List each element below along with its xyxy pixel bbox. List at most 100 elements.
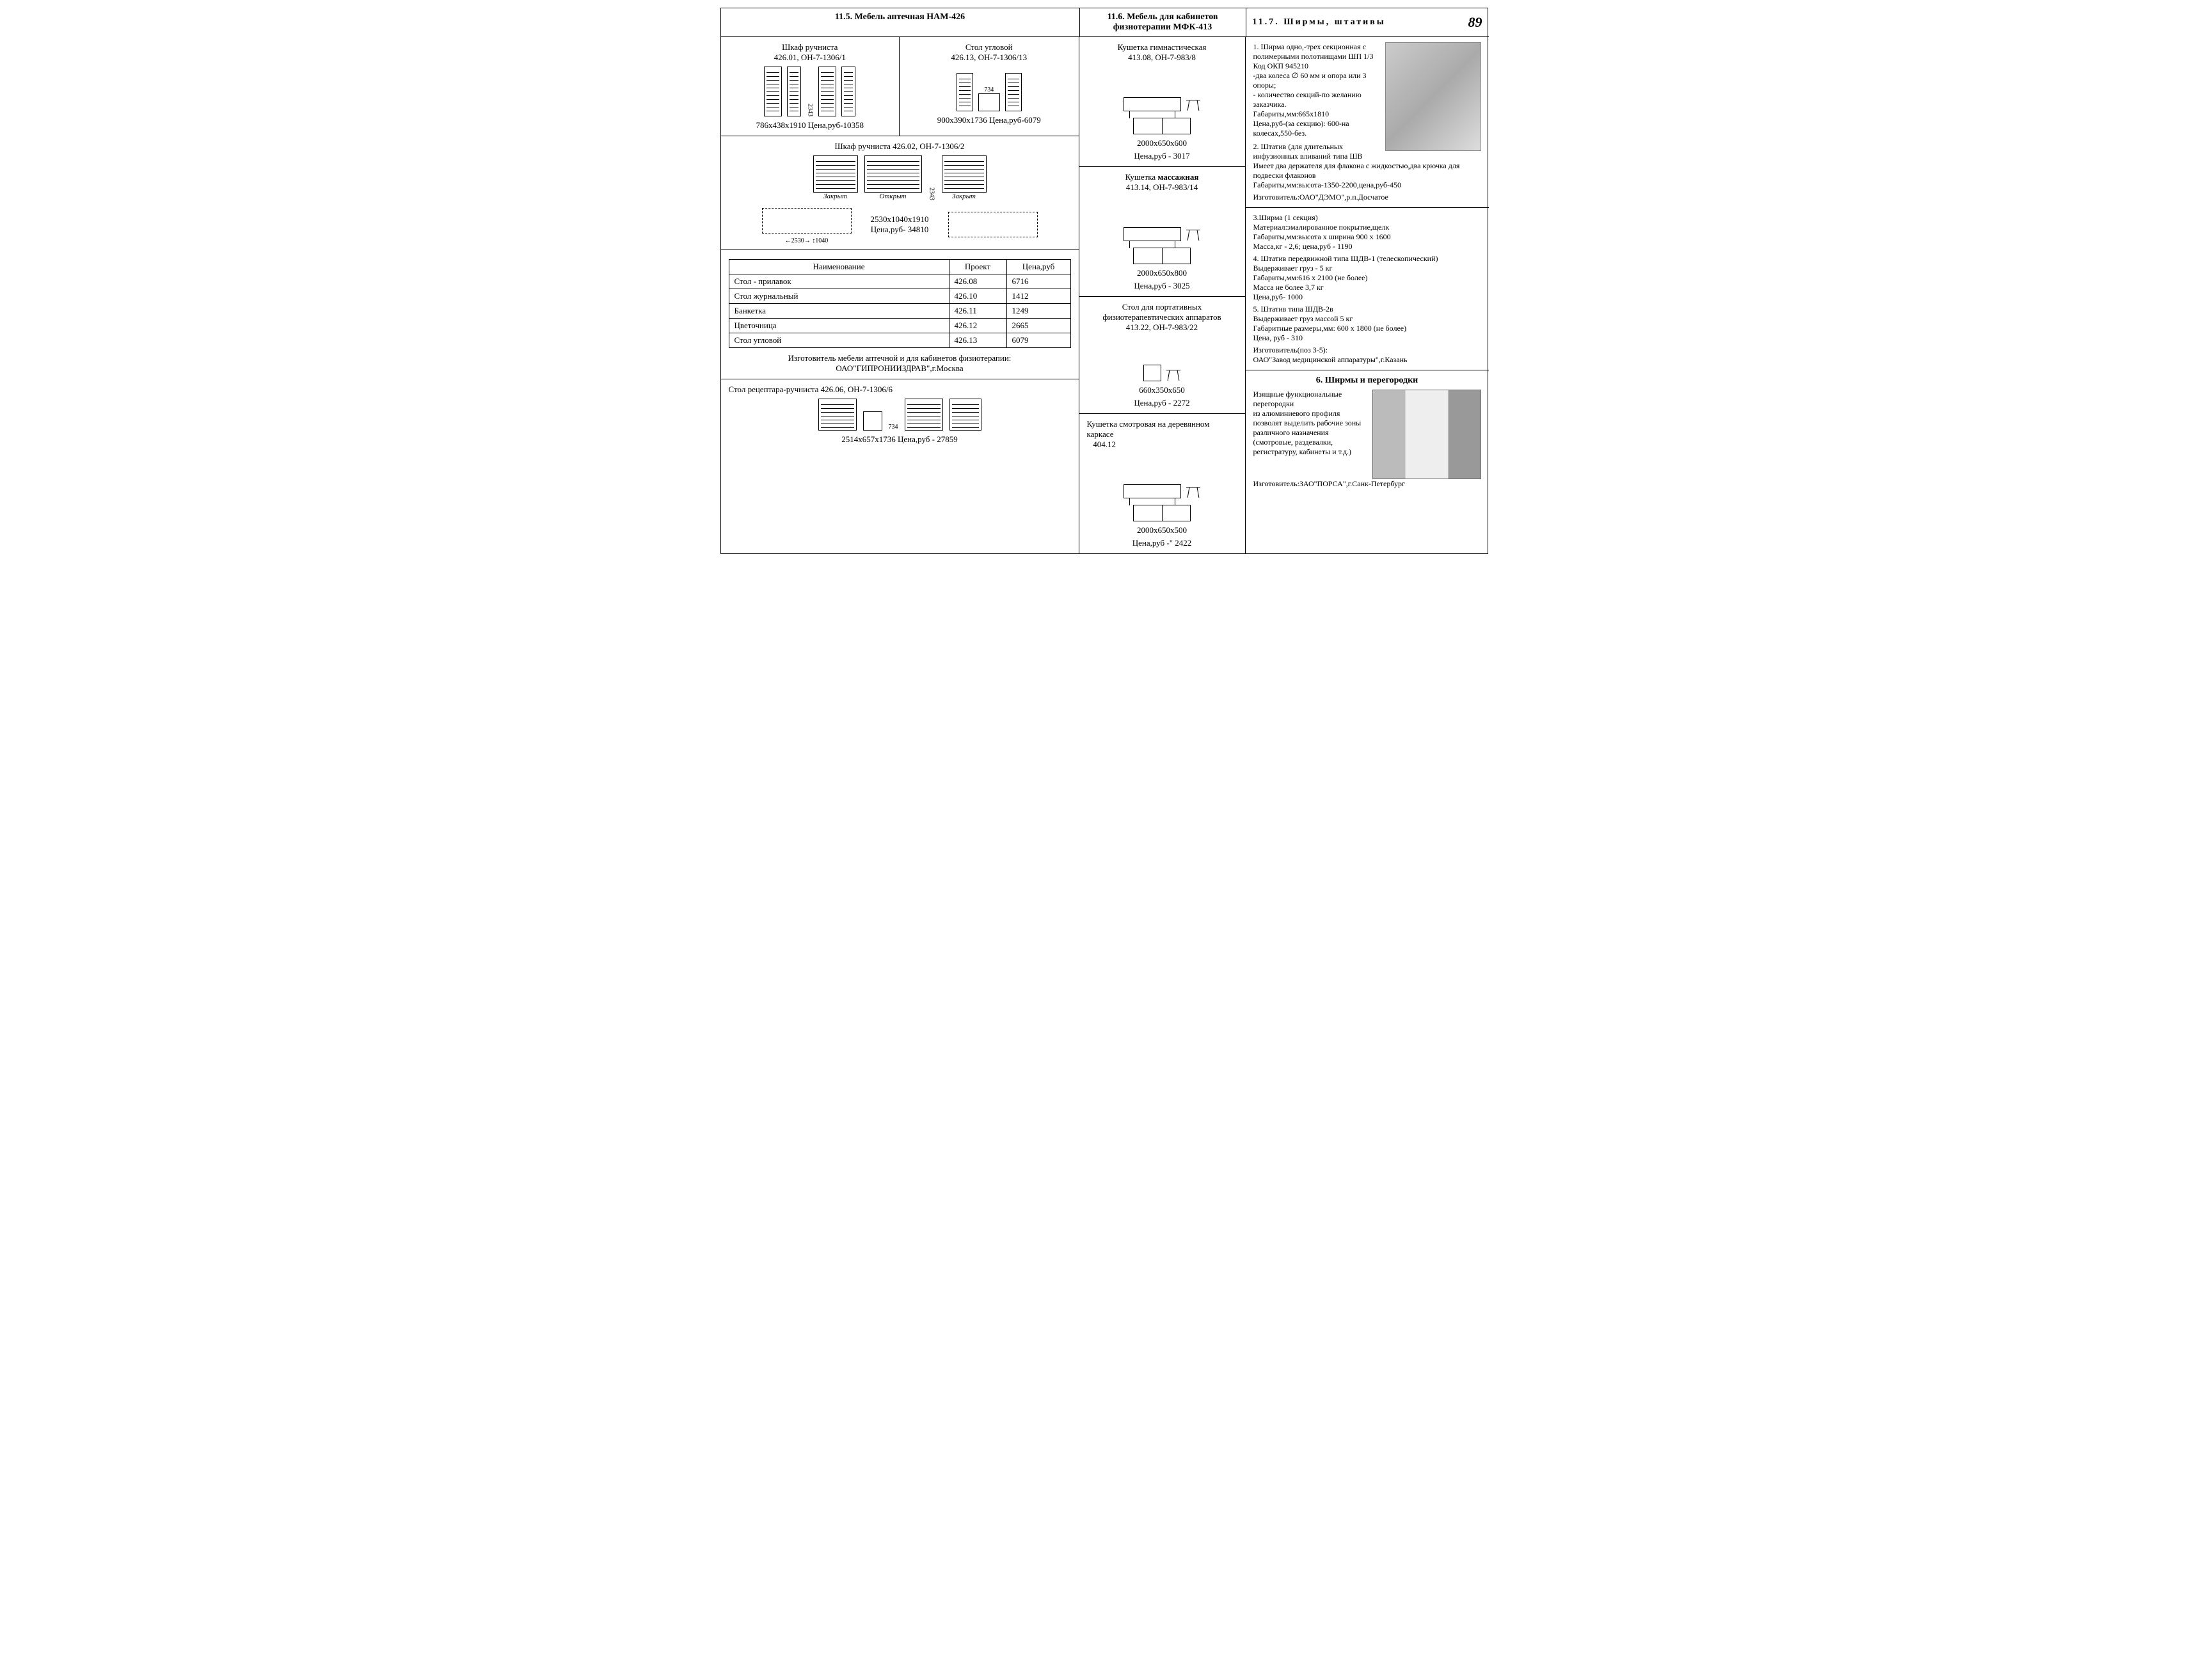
cabinet-icon bbox=[949, 399, 981, 431]
header-right-title: 11.7. Ширмы, штативы bbox=[1253, 17, 1386, 28]
price: Цена,руб - 2272 bbox=[1087, 398, 1237, 408]
label-open: Открыт bbox=[864, 193, 922, 200]
item-426-02: Шкаф ручниста 426.02, ОН-7-1306/2 Закрыт… bbox=[721, 136, 1079, 250]
dim-label: 2343 bbox=[806, 104, 813, 116]
price-table-block: Наименование Проект Цена,руб Стол - прил… bbox=[721, 250, 1079, 379]
plan-shape-icon bbox=[762, 208, 852, 234]
stool-icon bbox=[1186, 487, 1200, 498]
drawing-exam-couch bbox=[1087, 454, 1237, 498]
dims-price: 2514х657х1736 Цена,руб - 27859 bbox=[729, 434, 1071, 445]
cabinet-icon bbox=[818, 67, 836, 116]
couch-top-icon bbox=[1133, 118, 1191, 134]
item-426-01: Шкаф ручниста 426.01, ОН-7-1306/1 2343 7… bbox=[721, 37, 900, 136]
page-number: 89 bbox=[1456, 14, 1482, 31]
plan-shape-dashed-icon bbox=[948, 212, 1038, 237]
line: Габаритные размеры,мм: 600 х 1800 (не бо… bbox=[1253, 324, 1481, 333]
stool-icon bbox=[1166, 370, 1180, 381]
line: Имеет два держателя для флакона с жидкос… bbox=[1253, 161, 1481, 180]
item-6-title: 6. Ширмы и перегородки bbox=[1253, 376, 1481, 386]
item-426-13: Стол угловой 426.13, ОН-7-1306/13 734 90… bbox=[900, 37, 1079, 136]
price: Цена,руб -" 2422 bbox=[1087, 538, 1237, 548]
dims-price: 900х390х1736 Цена,руб-6079 bbox=[907, 115, 1071, 125]
line: Габариты,мм:высота-1350-2200,цена,руб-45… bbox=[1253, 180, 1481, 190]
table-front-icon bbox=[1143, 365, 1161, 381]
table-row: Стол угловой426.136079 bbox=[729, 333, 1070, 348]
cabinet-icon bbox=[818, 399, 857, 431]
item-413-14: Кушетка массажная 413.14, ОН-7-983/14 20… bbox=[1079, 167, 1245, 297]
label-closed: Закрыт bbox=[813, 193, 858, 200]
couch-side-icon bbox=[1124, 484, 1181, 498]
item-title: Стол рецептара-ручниста 426.06, ОН-7-130… bbox=[729, 384, 1071, 395]
couch-side-icon bbox=[1124, 97, 1181, 111]
block-3-4-5: 3.Ширма (1 секция) Материал:эмалированно… bbox=[1246, 208, 1489, 370]
dim-h: 1040 bbox=[815, 237, 828, 244]
line: Масса не более 3,7 кг bbox=[1253, 283, 1481, 292]
dims: 660х350х650 bbox=[1087, 385, 1237, 395]
drawing-wide-cabinets: Закрыт Открыт 2343 Закрыт bbox=[729, 155, 1071, 200]
drawing-couch bbox=[1087, 67, 1237, 111]
cabinet-closed-icon bbox=[813, 155, 858, 193]
item-5-title: 5. Штатив типа ШДВ-2в bbox=[1253, 305, 1481, 314]
maker: Изготовитель:ЗАО"ПОРСА",г.Санк-Петербург bbox=[1253, 479, 1481, 489]
table-icon bbox=[863, 411, 882, 431]
drawing-receptionist-table: 734 bbox=[729, 399, 1071, 431]
th-price: Цена,руб bbox=[1006, 260, 1070, 274]
line: Масса,кг - 2,6; цена,руб - 1190 bbox=[1253, 242, 1481, 251]
price-table: Наименование Проект Цена,руб Стол - прил… bbox=[729, 259, 1071, 348]
line: Выдерживает груз - 5 кг bbox=[1253, 264, 1481, 273]
table-row: Цветочница426.122665 bbox=[729, 319, 1070, 333]
item-title: Кушетка смотровая на деревянном каркасе … bbox=[1087, 419, 1237, 450]
dim-label: 2343 bbox=[928, 187, 935, 200]
block-screens-1-2: 1. Ширма одно,-трех секционная с полимер… bbox=[1246, 37, 1489, 208]
dims-price: 786х438х1910 Цена,руб-10358 bbox=[729, 120, 892, 131]
line: Цена, руб - 310 bbox=[1253, 333, 1481, 343]
cabinet-icon bbox=[787, 67, 801, 116]
item-title: Шкаф ручниста 426.02, ОН-7-1306/2 bbox=[729, 141, 1071, 152]
item-4-title: 4. Штатив передвижной типа ШДВ-1 (телеск… bbox=[1253, 254, 1481, 264]
drawing-corner-table: 734 bbox=[907, 67, 1071, 111]
column-mid: Кушетка гимнастическая 413.08, ОН-7-983/… bbox=[1079, 37, 1246, 553]
line: Габариты,мм:616 х 2100 (не более) bbox=[1253, 273, 1481, 283]
item-title: Кушетка гимнастическая 413.08, ОН-7-983/… bbox=[1087, 42, 1237, 63]
dims: 2000х650х800 bbox=[1087, 268, 1237, 278]
maker: Изготовитель:ОАО"ДЭМО",р.п.Досчатое bbox=[1253, 193, 1481, 202]
couch-top-icon bbox=[1133, 505, 1191, 521]
maker-line: Изготовитель мебели аптечной и для кабин… bbox=[729, 353, 1071, 363]
drawing-massage-couch bbox=[1087, 196, 1237, 241]
cabinet-icon bbox=[764, 67, 782, 116]
item-413-08: Кушетка гимнастическая 413.08, ОН-7-983/… bbox=[1079, 37, 1245, 167]
maker-h: Изготовитель(поз 3-5): bbox=[1253, 345, 1481, 355]
table-icon bbox=[978, 93, 1000, 111]
dims: 2530х1040х1910 bbox=[871, 214, 929, 225]
block-6: 6. Ширмы и перегородки Изящные функциона… bbox=[1246, 370, 1489, 494]
line: Габариты,мм:высота х ширина 900 х 1600 bbox=[1253, 232, 1481, 242]
price: Цена,руб- 34810 bbox=[871, 225, 929, 235]
price: Цена,руб - 3017 bbox=[1087, 151, 1237, 161]
item-426-06: Стол рецептара-ручниста 426.06, ОН-7-130… bbox=[721, 379, 1079, 450]
item-413-22: Стол для портативных физиотерапевтически… bbox=[1079, 297, 1245, 414]
couch-top-icon bbox=[1133, 248, 1191, 264]
th-name: Наименование bbox=[729, 260, 949, 274]
stool-icon bbox=[1186, 230, 1200, 241]
item-title: Стол для портативных физиотерапевтически… bbox=[1087, 302, 1237, 333]
cabinet-icon bbox=[957, 73, 973, 111]
table-row: Стол - прилавок426.086716 bbox=[729, 274, 1070, 289]
dims: 2000х650х500 bbox=[1087, 525, 1237, 535]
item-404-12: Кушетка смотровая на деревянном каркасе … bbox=[1079, 414, 1245, 553]
header-mid: 11.6. Мебель для кабинетов физиотерапии … bbox=[1079, 8, 1246, 37]
dim-label: 734 bbox=[889, 424, 898, 431]
dims: 2000х650х600 bbox=[1087, 138, 1237, 148]
partition-photo-icon bbox=[1372, 390, 1481, 479]
cabinet-icon bbox=[905, 399, 943, 431]
maker: ОАО"Завод медицинской аппаратуры",г.Каза… bbox=[1253, 355, 1481, 365]
header-left: 11.5. Мебель аптечная НАМ-426 bbox=[721, 8, 1079, 37]
dims-block: 2530х1040х1910 Цена,руб- 34810 bbox=[871, 214, 929, 235]
line: Выдерживает груз массой 5 кг bbox=[1253, 314, 1481, 324]
drawing-small-table bbox=[1087, 337, 1237, 381]
item-title: Шкаф ручниста 426.01, ОН-7-1306/1 bbox=[729, 42, 892, 63]
header-right: 11.7. Ширмы, штативы 89 bbox=[1246, 8, 1489, 37]
dim-label: 734 bbox=[984, 86, 994, 93]
cabinet-icon bbox=[841, 67, 855, 116]
table-row: Банкетка426.111249 bbox=[729, 304, 1070, 319]
couch-side-icon bbox=[1124, 227, 1181, 241]
